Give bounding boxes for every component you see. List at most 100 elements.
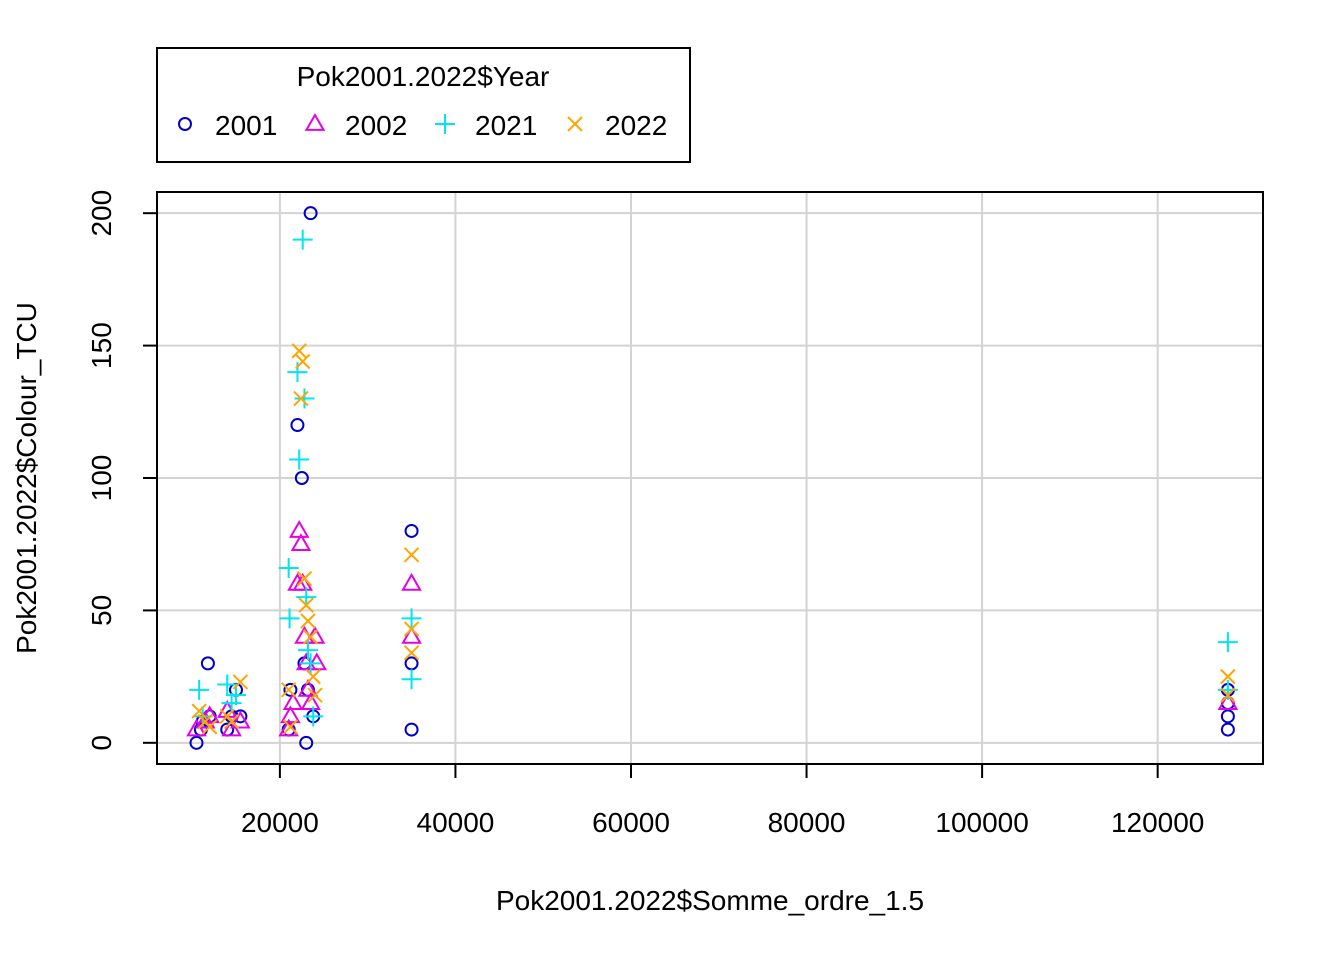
data-point	[288, 519, 310, 538]
data-point	[404, 523, 419, 538]
data-point	[200, 656, 215, 671]
data-point	[299, 735, 314, 750]
data-point	[280, 705, 301, 724]
data-point	[287, 362, 308, 383]
data-point	[300, 692, 321, 710]
x-tick-label: 80000	[768, 807, 846, 838]
y-tick-label: 0	[86, 735, 117, 751]
data-point	[201, 719, 218, 735]
legend-label: 2021	[475, 110, 537, 141]
data-point	[401, 572, 422, 591]
data-point	[290, 533, 312, 552]
data-point	[303, 206, 318, 221]
data-point	[226, 685, 246, 706]
y-axis: 0 50 100 150 200	[86, 190, 158, 751]
legend-item-2022: 2022	[567, 110, 667, 141]
x-tick-label: 100000	[935, 807, 1028, 838]
legend-item-2002: 2002	[304, 110, 407, 141]
data-point	[404, 722, 419, 737]
data-point	[1220, 722, 1235, 737]
data-point	[298, 597, 314, 613]
data-point	[302, 629, 319, 645]
series-2021	[189, 229, 1238, 727]
y-axis-title: Pok2001.2022$Colour_TCU	[11, 302, 42, 654]
data-point	[217, 674, 238, 695]
data-point	[305, 668, 321, 685]
legend-marker-cross	[567, 116, 583, 132]
legend-box	[156, 47, 691, 163]
legend: Pok2001.2022$Year 2001 2002 2021 2022	[156, 47, 691, 163]
data-point	[307, 687, 323, 703]
data-point	[403, 621, 420, 637]
data-point	[232, 674, 249, 690]
data-point	[282, 692, 304, 710]
data-point	[221, 693, 242, 714]
data-point	[291, 343, 307, 359]
y-tick-label: 200	[86, 190, 117, 237]
data-point	[191, 703, 207, 719]
data-point	[293, 390, 309, 407]
data-point	[223, 713, 240, 730]
data-point	[194, 710, 216, 729]
data-point	[282, 719, 299, 735]
data-point	[297, 678, 319, 697]
data-point	[189, 679, 210, 700]
data-point	[294, 471, 309, 485]
data-point	[303, 706, 324, 727]
y-tick-label: 50	[86, 595, 117, 626]
data-point	[1220, 687, 1236, 703]
legend-marker-plus	[435, 114, 455, 134]
data-point	[296, 570, 313, 587]
x-tick-label: 60000	[592, 807, 670, 838]
x-tick-label: 120000	[1111, 807, 1204, 838]
data-point	[300, 613, 316, 629]
series-2002	[186, 519, 1239, 737]
data-point	[199, 705, 220, 724]
x-axis: 20000 40000 60000 80000 100000 120000	[241, 763, 1204, 838]
data-point	[295, 353, 311, 370]
data-point	[297, 640, 318, 661]
y-tick-label: 150	[86, 322, 117, 369]
legend-marker-triangle	[304, 112, 326, 131]
data-point	[1217, 692, 1239, 710]
data-point	[1220, 709, 1235, 724]
data-point	[283, 682, 298, 697]
legend-item-2021: 2021	[435, 110, 537, 141]
data-point	[230, 710, 251, 729]
data-points	[186, 206, 1239, 750]
legend-marker-circle	[178, 117, 192, 131]
y-tick-label: 100	[86, 455, 117, 502]
legend-items: 2001 2002 2021 2022	[178, 110, 667, 141]
data-point	[294, 388, 315, 409]
legend-item-2001: 2001	[178, 110, 277, 141]
data-point	[401, 608, 422, 629]
data-point	[300, 653, 321, 674]
data-point	[403, 645, 420, 661]
data-point	[1217, 632, 1238, 653]
data-point	[404, 656, 419, 671]
data-point	[403, 547, 420, 563]
data-point	[292, 229, 313, 250]
data-point	[401, 625, 422, 644]
data-point	[278, 558, 299, 579]
legend-label: 2001	[215, 110, 277, 141]
data-point	[306, 652, 328, 671]
data-point	[279, 608, 300, 629]
x-tick-label: 20000	[241, 807, 319, 838]
grid-lines	[157, 192, 1263, 764]
legend-label: 2002	[345, 110, 407, 141]
data-point	[304, 625, 326, 644]
series-2022	[191, 343, 1236, 735]
data-point	[401, 669, 422, 690]
legend-label: 2022	[605, 110, 667, 141]
data-point	[289, 449, 310, 470]
data-point	[1220, 668, 1236, 685]
data-point	[189, 735, 204, 750]
x-axis-title: Pok2001.2022$Somme_ordre_1.5	[496, 885, 924, 916]
data-point	[290, 418, 305, 433]
data-point	[280, 682, 297, 698]
x-tick-label: 40000	[417, 807, 495, 838]
data-point	[278, 718, 299, 737]
legend-title: Pok2001.2022$Year	[297, 61, 550, 92]
